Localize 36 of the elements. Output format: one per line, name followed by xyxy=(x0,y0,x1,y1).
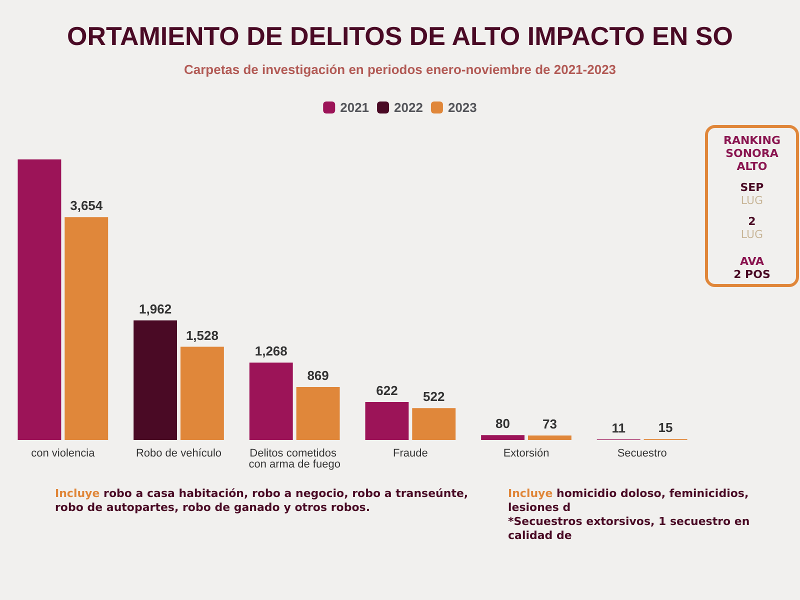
x-tick-label: Delitos cometidos con arma de fuego xyxy=(248,448,340,470)
x-tick-label: con violencia xyxy=(31,448,96,460)
bar xyxy=(18,159,62,440)
text: Incluye homicidio doloso, feminicidios, lesiones d xyxy=(508,487,749,514)
data-label: 15 xyxy=(658,420,673,436)
data-label: 73 xyxy=(542,416,557,432)
chart-subtitle: Carpetas de investigación en periodos enero-noviembre de 2021-2023 xyxy=(184,62,616,77)
bar xyxy=(481,435,525,440)
bar xyxy=(134,320,178,440)
bar xyxy=(249,362,293,440)
data-label: 522 xyxy=(423,389,445,404)
text: *Secuestros extorsivos, 1 secuestro en calidad de xyxy=(508,515,751,543)
ranking-card: RANKING SONORA ALTO SEP LUG 2 LUG AVA 2 POS xyxy=(705,125,799,287)
data-label: 11 xyxy=(612,420,626,436)
chart-title: ORTAMIENTO DE DELITOS DE ALTO IMPACTO EN SO xyxy=(67,21,733,51)
x-tick-label: Fraude xyxy=(392,448,428,460)
legend-label: 2023 xyxy=(448,100,477,115)
bar xyxy=(64,217,108,440)
data-label: 1,528 xyxy=(186,328,218,343)
bar xyxy=(528,436,572,440)
data-label: 869 xyxy=(307,368,329,383)
data-label: 3,654 xyxy=(70,198,104,214)
data-label: 80 xyxy=(496,416,510,432)
bar xyxy=(365,402,409,440)
bar xyxy=(180,346,224,440)
data-label: 1,268 xyxy=(254,344,288,359)
bar xyxy=(296,386,340,440)
text: Incluye robo a casa habitación, robo a negocio, robo a transeúnte, robo de autopartes, robo de ganado y otros robos. xyxy=(55,487,470,515)
legend-label: 2022 xyxy=(394,100,423,115)
legend-label: 2021 xyxy=(340,100,370,115)
x-tick-label: Secuestro xyxy=(617,448,667,460)
x-tick-label: Extorsión xyxy=(503,448,550,460)
bar xyxy=(412,408,456,440)
x-tick-label: Robo de vehículo xyxy=(136,448,222,460)
data-label: 622 xyxy=(376,383,398,398)
data-label: 1,962 xyxy=(139,301,172,316)
